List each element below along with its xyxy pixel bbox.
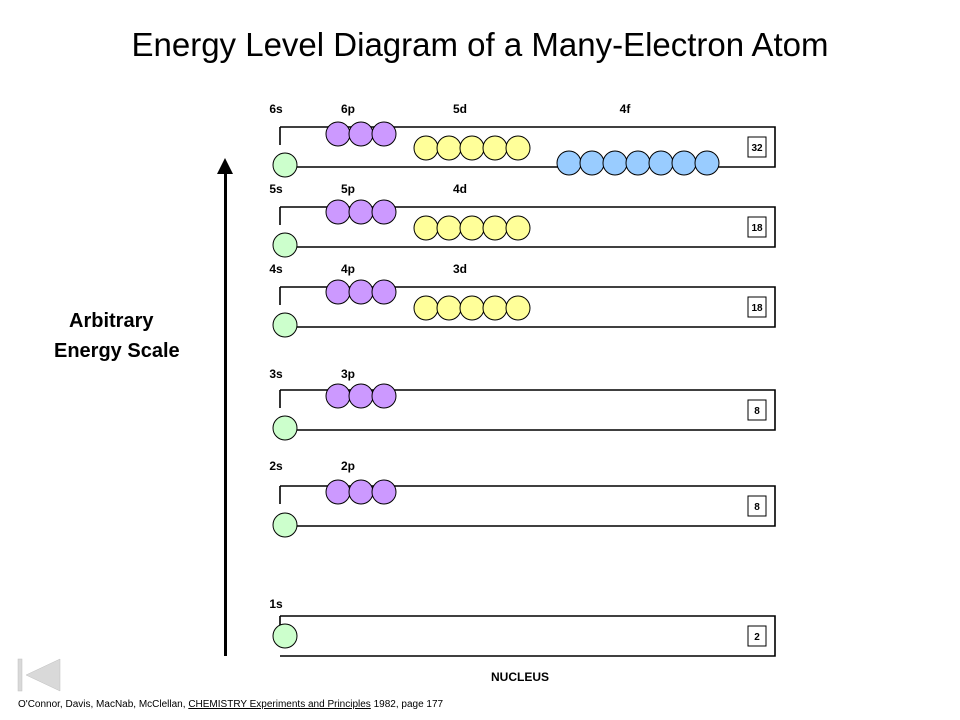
energy-axis-arrowhead [217, 158, 233, 174]
sublevel-label-2s: 2s [269, 459, 283, 473]
sublevel-label-3p: 3p [341, 367, 355, 381]
citation-book-title: CHEMISTRY Experiments and Principles [188, 699, 371, 710]
sublevel-label-4s: 4s [269, 262, 283, 276]
capacity-label: 18 [751, 223, 763, 234]
energy-axis-label-line2: Energy Scale [54, 340, 180, 362]
orbital-4p-3 [371, 279, 397, 305]
shell-outline [280, 615, 776, 657]
capacity-box [747, 296, 767, 318]
sublevel-label-5d: 5d [453, 102, 467, 116]
energy-level-6: 32 6s 6p 5d 4f [269, 102, 776, 178]
sublevel-label-5p: 5p [341, 182, 355, 196]
orbital-4d-4 [482, 215, 508, 241]
capacity-box [747, 136, 767, 158]
orbital-4p-1 [325, 279, 351, 305]
citation: O'Connor, Davis, MacNab, McClellan, CHEM… [18, 699, 443, 710]
shell-outline [280, 206, 776, 248]
orbital-5p-3 [371, 199, 397, 225]
sublevel-label-6s: 6s [269, 102, 283, 116]
orbital-5d-4 [482, 135, 508, 161]
orbital-3d-1 [413, 295, 439, 321]
orbital-5p-1 [325, 199, 351, 225]
shell-outline [280, 389, 776, 431]
capacity-box [747, 495, 767, 517]
orbital-5p-2 [348, 199, 374, 225]
sublevel-label-4d: 4d [453, 182, 467, 196]
orbital-4p-2 [348, 279, 374, 305]
energy-level-5: 18 5s 5p 4d [269, 182, 776, 258]
capacity-label: 8 [754, 502, 760, 513]
orbital-4d-5 [505, 215, 531, 241]
orbital-4f-6 [671, 150, 697, 176]
orbital-2p-2 [348, 479, 374, 505]
page-title: Energy Level Diagram of a Many-Electron … [131, 26, 829, 63]
orbital-6s-1 [272, 152, 298, 178]
orbital-5d-2 [436, 135, 462, 161]
orbital-4d-3 [459, 215, 485, 241]
orbital-4f-7 [694, 150, 720, 176]
orbital-4d-1 [413, 215, 439, 241]
capacity-box [747, 399, 767, 421]
sublevel-label-4p: 4p [341, 262, 355, 276]
capacity-label: 8 [754, 406, 760, 417]
sublevel-label-6p: 6p [341, 102, 355, 116]
citation-details: 1982, page 177 [373, 699, 444, 710]
orbital-4f-4 [625, 150, 651, 176]
sublevel-label-2p: 2p [341, 459, 355, 473]
nucleus-label: NUCLEUS [490, 670, 549, 684]
capacity-label: 18 [751, 303, 763, 314]
capacity-box [747, 216, 767, 238]
orbital-2p-3 [371, 479, 397, 505]
orbital-3p-2 [348, 383, 374, 409]
orbital-6p-1 [325, 121, 351, 147]
capacity-label: 2 [754, 632, 760, 643]
energy-axis-line [224, 170, 227, 656]
orbital-3d-5 [505, 295, 531, 321]
orbital-5d-1 [413, 135, 439, 161]
orbital-6p-2 [348, 121, 374, 147]
back-to-start-icon[interactable] [16, 658, 62, 692]
orbital-5d-3 [459, 135, 485, 161]
energy-axis-label: Arbitrary Energy Scale [44, 306, 214, 366]
orbital-4d-2 [436, 215, 462, 241]
sublevel-label-3d: 3d [453, 262, 467, 276]
energy-level-2: 8 2s 2p [269, 459, 776, 538]
orbital-6p-3 [371, 121, 397, 147]
orbital-4f-1 [556, 150, 582, 176]
energy-axis-label-line1: Arbitrary [69, 310, 154, 332]
orbital-2s-1 [272, 512, 298, 538]
orbital-2p-1 [325, 479, 351, 505]
orbital-5d-5 [505, 135, 531, 161]
shell-outline [280, 286, 776, 328]
orbital-4f-3 [602, 150, 628, 176]
orbital-5s-1 [272, 232, 298, 258]
orbital-3p-3 [371, 383, 397, 409]
sublevel-label-3s: 3s [269, 367, 283, 381]
energy-level-4: 18 4s 4p 3d [269, 262, 776, 338]
energy-level-1: 2 1s [269, 597, 776, 657]
orbital-4f-2 [579, 150, 605, 176]
orbital-3d-3 [459, 295, 485, 321]
sublevel-label-4f: 4f [620, 102, 632, 116]
orbital-1s-1 [272, 623, 298, 649]
shell-outline [280, 485, 776, 527]
orbital-4s-1 [272, 312, 298, 338]
energy-level-3: 8 3s 3p [269, 367, 776, 441]
shell-outline [280, 126, 776, 168]
citation-authors: O'Connor, Davis, MacNab, McClellan, [18, 699, 186, 710]
capacity-label: 32 [751, 143, 763, 154]
orbital-3d-2 [436, 295, 462, 321]
orbital-3s-1 [272, 415, 298, 441]
sublevel-label-5s: 5s [269, 182, 283, 196]
orbital-3d-4 [482, 295, 508, 321]
sublevel-label-1s: 1s [269, 597, 283, 611]
orbital-3p-1 [325, 383, 351, 409]
capacity-box [747, 625, 767, 647]
energy-level-diagram: 32 6s 6p 5d 4f 18 5s 5p 4d 18 4s 4p 3d 8 3s 3p 8 2s 2p 2 1s [269, 102, 776, 657]
orbital-4f-5 [648, 150, 674, 176]
